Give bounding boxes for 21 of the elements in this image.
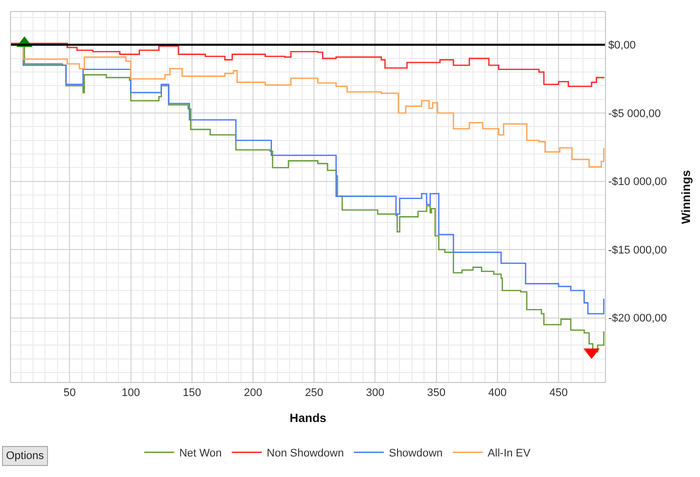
legend-label: Net Won [179,448,222,460]
legend-label: Showdown [388,448,443,460]
y-tick-label: $0,00 [608,40,636,52]
y-tick-label: -$10 000,00 [608,176,667,188]
y-axis-title: Winnings [678,170,693,224]
x-tick-label: 250 [304,387,324,400]
x-tick-label: 300 [366,387,384,400]
text: Options [6,450,44,462]
legend-label: Non Showdown [266,448,344,460]
x-axis-title: Hands [290,411,327,426]
y-tick-label: -$5 000,00 [608,108,661,120]
legend-label: All-In EV [488,448,532,460]
x-tick-label: 450 [549,387,568,400]
y-tick-label: -$15 000,00 [608,244,667,256]
x-tick-label: 350 [427,387,446,400]
x-tick-label: 150 [182,387,202,400]
y-tick-label: -$20 000,00 [608,312,667,325]
x-tick-label: 200 [244,387,262,400]
x-tick-label: 100 [122,387,140,400]
x-tick-label: 400 [488,387,507,400]
x-tick-label: 50 [64,387,76,400]
